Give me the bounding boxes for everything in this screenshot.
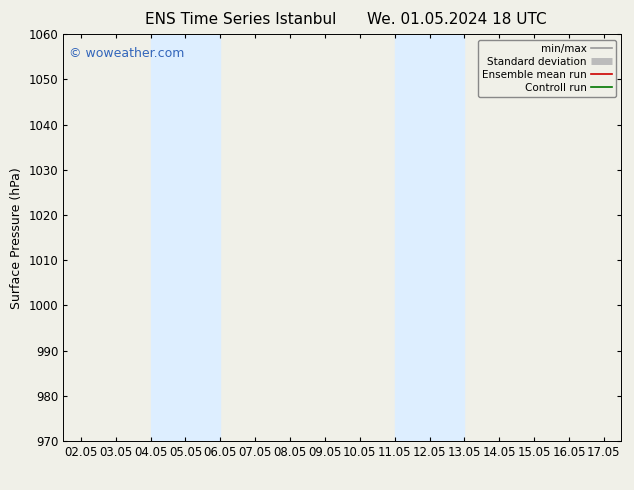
Text: We. 01.05.2024 18 UTC: We. 01.05.2024 18 UTC (366, 12, 547, 27)
Bar (394, 34, 464, 441)
Text: ENS Time Series Istanbul: ENS Time Series Istanbul (145, 12, 337, 27)
Bar (150, 34, 221, 441)
Y-axis label: Surface Pressure (hPa): Surface Pressure (hPa) (10, 167, 23, 309)
Text: © woweather.com: © woweather.com (69, 47, 184, 59)
Legend: min/max, Standard deviation, Ensemble mean run, Controll run: min/max, Standard deviation, Ensemble me… (478, 40, 616, 97)
